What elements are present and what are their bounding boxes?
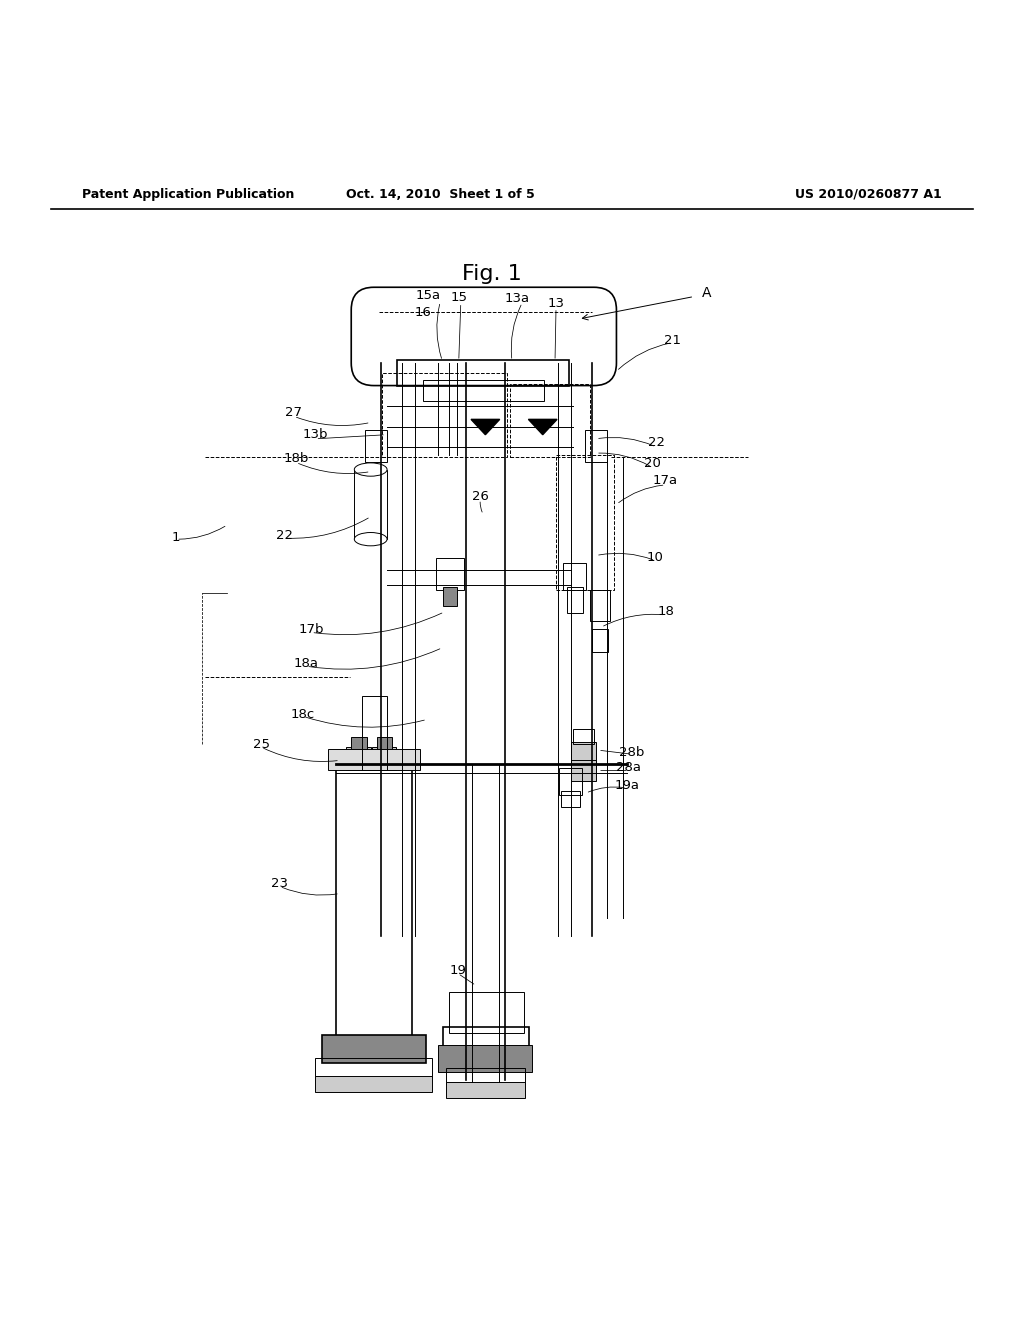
Text: 22: 22: [276, 528, 293, 541]
Text: 15a: 15a: [416, 289, 440, 302]
FancyBboxPatch shape: [351, 288, 616, 385]
Bar: [322, 1035, 426, 1064]
Bar: [315, 1059, 432, 1077]
Bar: [328, 748, 420, 770]
Text: 18a: 18a: [294, 656, 318, 669]
Text: 19a: 19a: [614, 779, 639, 792]
Text: 1: 1: [172, 531, 180, 544]
Text: 23: 23: [271, 876, 288, 890]
Bar: [423, 380, 544, 401]
Text: 20: 20: [644, 457, 660, 470]
Text: 13b: 13b: [303, 428, 328, 441]
Bar: [446, 1068, 525, 1084]
Text: 25: 25: [253, 738, 269, 751]
Ellipse shape: [354, 463, 387, 477]
Bar: [382, 374, 507, 457]
Text: Fig. 1: Fig. 1: [462, 264, 521, 284]
Bar: [365, 429, 387, 462]
Bar: [573, 729, 594, 744]
Bar: [346, 747, 371, 770]
Bar: [556, 455, 614, 590]
Bar: [351, 737, 367, 750]
Ellipse shape: [354, 532, 387, 546]
Bar: [377, 737, 392, 750]
Text: 13: 13: [548, 297, 564, 310]
Text: 28a: 28a: [616, 762, 641, 774]
Bar: [563, 562, 586, 590]
Bar: [559, 767, 582, 795]
Bar: [362, 696, 387, 770]
Polygon shape: [471, 420, 500, 434]
Text: 13a: 13a: [505, 292, 529, 305]
Bar: [436, 557, 464, 590]
Text: 26: 26: [472, 490, 488, 503]
Bar: [443, 1027, 529, 1051]
Text: A: A: [701, 286, 711, 301]
Bar: [449, 991, 524, 1032]
Bar: [446, 1082, 525, 1098]
Bar: [510, 384, 590, 457]
Text: 21: 21: [665, 334, 681, 347]
Bar: [561, 791, 580, 808]
Text: 18b: 18b: [284, 451, 308, 465]
Text: 28b: 28b: [620, 746, 644, 759]
Text: Oct. 14, 2010  Sheet 1 of 5: Oct. 14, 2010 Sheet 1 of 5: [346, 187, 535, 201]
Bar: [571, 742, 596, 763]
Bar: [336, 763, 412, 1041]
Text: 19: 19: [450, 964, 466, 977]
Bar: [438, 1045, 532, 1072]
Bar: [443, 587, 457, 606]
Text: Patent Application Publication: Patent Application Publication: [82, 187, 294, 201]
Text: 16: 16: [415, 306, 431, 319]
Bar: [567, 587, 583, 612]
Bar: [592, 630, 608, 652]
Bar: [590, 590, 610, 622]
Text: US 2010/0260877 A1: US 2010/0260877 A1: [796, 187, 942, 201]
Text: 27: 27: [286, 405, 302, 418]
Bar: [571, 760, 596, 781]
Bar: [315, 1076, 432, 1092]
Bar: [397, 360, 569, 385]
Text: 18c: 18c: [291, 708, 315, 721]
Text: 18: 18: [657, 606, 674, 618]
Bar: [372, 747, 396, 770]
Bar: [354, 470, 387, 539]
Polygon shape: [528, 420, 557, 434]
Text: 17b: 17b: [299, 623, 324, 636]
Text: 17a: 17a: [653, 474, 678, 487]
Text: 22: 22: [648, 437, 665, 449]
Text: 10: 10: [647, 552, 664, 564]
Text: 15: 15: [451, 290, 467, 304]
Bar: [585, 429, 607, 462]
